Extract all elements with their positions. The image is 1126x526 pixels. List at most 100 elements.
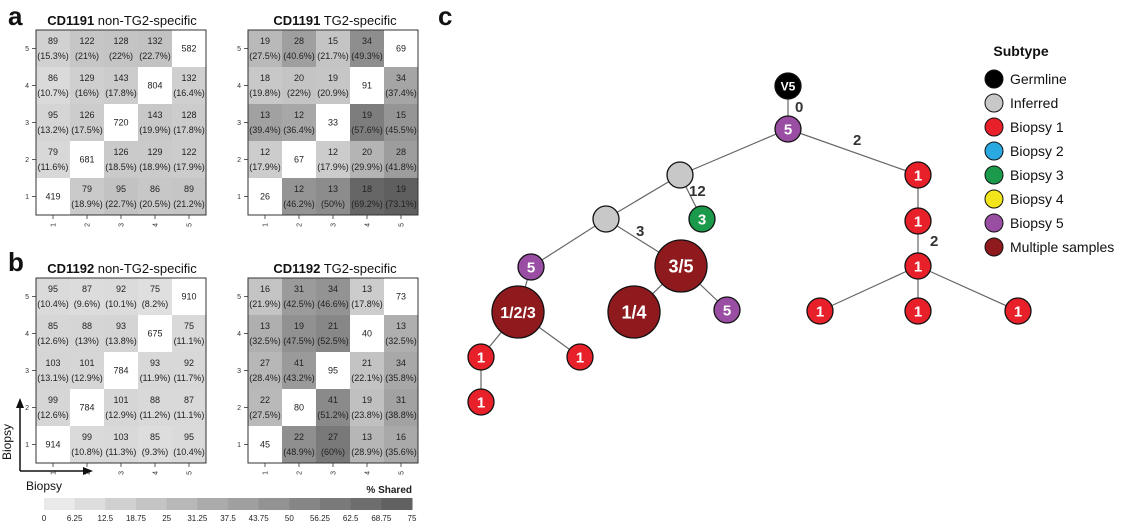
tree-node-label: V5 — [781, 79, 796, 93]
heatmap-cell-percent: (21%) — [75, 51, 99, 61]
tree-node-label: 1 — [816, 303, 824, 320]
heatmap-cell — [350, 104, 384, 141]
heatmap-cell-count: 13 — [362, 284, 372, 294]
heatmap-cell-percent: (17.9%) — [317, 162, 349, 172]
heatmap-cell — [36, 104, 70, 141]
tree-edge-label: 0 — [795, 99, 803, 116]
y-tick-label: 1 — [25, 194, 29, 201]
heatmap-cell-percent: (10.8%) — [71, 447, 103, 457]
heatmap-cell — [70, 178, 104, 215]
heatmap-cell-percent: (12.9%) — [71, 373, 103, 383]
heatmap-cell-percent: (23.8%) — [351, 410, 383, 420]
heatmap-cell — [316, 178, 350, 215]
x-tick-label: 3 — [331, 471, 338, 475]
heatmap-cell — [282, 278, 316, 315]
x-tick-label: 2 — [85, 223, 92, 227]
heatmap-cell — [282, 352, 316, 389]
heatmap-cell — [350, 426, 384, 463]
heatmap-cell-percent: (51.2%) — [317, 410, 349, 420]
heatmap-cell — [350, 352, 384, 389]
heatmap-cell-count: 41 — [294, 358, 304, 368]
tree-nodes: V5 5 3 5 3/5 1/2/3 1/4 5 1 1 1 1 1 1 1 1 1 — [467, 72, 1032, 416]
colorbar-tick-label: 56.25 — [310, 514, 331, 523]
heatmap-cell-count: 28 — [294, 36, 304, 46]
heatmap-cell-count: 122 — [181, 147, 196, 157]
heatmap-cell-count: 27 — [328, 432, 338, 442]
heatmap-cell-count: 89 — [184, 184, 194, 194]
heatmap-cell-percent: (46.6%) — [317, 299, 349, 309]
heatmap-cell-count: 784 — [113, 366, 128, 376]
heatmap-cell — [70, 389, 104, 426]
heatmap-cell-percent: (12.6%) — [37, 336, 69, 346]
heatmap-cell — [282, 104, 316, 141]
y-tick-label: 4 — [25, 331, 29, 338]
heatmap-cell-count: 95 — [48, 110, 58, 120]
heatmap-cell-count: 69 — [396, 44, 406, 54]
heatmap-cell-count: 681 — [79, 155, 94, 165]
heatmap-cell-count: 13 — [362, 432, 372, 442]
heatmap-cell-count: 80 — [294, 403, 304, 413]
heatmap-cell — [70, 104, 104, 141]
tree-node — [607, 285, 661, 339]
y-tick-label: 4 — [237, 331, 241, 338]
heatmap-cell-percent: (42.5%) — [283, 299, 315, 309]
heatmap-cell — [36, 426, 70, 463]
heatmap-title-cd1191-tg2: CD1191 TG2-specific — [273, 13, 397, 28]
x-tick-label: 5 — [399, 223, 406, 227]
legend-swatch — [984, 141, 1004, 161]
heatmap-cd1191-tg2: 19(27.5%)28(40.6%)15(21.7%)34(49.3%)6918… — [237, 29, 419, 227]
heatmap-cell-count: 28 — [396, 147, 406, 157]
heatmap-cell-count: 132 — [181, 73, 196, 83]
heatmap-cell-count: 79 — [48, 147, 58, 157]
heatmap-cell-count: 19 — [362, 395, 372, 405]
heatmap-cell-count: 16 — [260, 284, 270, 294]
heatmap-cell — [282, 178, 316, 215]
heatmap-cell — [172, 178, 206, 215]
tree-node-label: 1 — [1014, 303, 1022, 320]
tree-node-label: 1/4 — [621, 302, 646, 322]
tree-node — [654, 239, 708, 293]
heatmap-cell — [350, 315, 384, 352]
heatmap-cell-count: 103 — [113, 432, 128, 442]
y-tick-label: 2 — [237, 157, 241, 164]
colorbar-swatch — [44, 498, 76, 510]
heatmap-cell-count: 45 — [260, 440, 270, 450]
heatmap-cell — [70, 315, 104, 352]
heatmap-cell — [248, 141, 282, 178]
heatmap-cell-percent: (22.1%) — [351, 373, 383, 383]
heatmap-cell-percent: (48.9%) — [283, 447, 315, 457]
heatmap-cell-percent: (13%) — [75, 336, 99, 346]
heatmap-cell-percent: (18.9%) — [139, 162, 171, 172]
heatmap-title-cd1192-tg2: CD1192 TG2-specific — [273, 261, 397, 276]
heatmap-cell-count: 93 — [116, 321, 126, 331]
heatmap-cell-count: 31 — [294, 284, 304, 294]
heatmap-cell — [248, 315, 282, 352]
heatmap-cell-count: 12 — [294, 184, 304, 194]
heatmap-cell-count: 34 — [396, 73, 406, 83]
heatmap-cell-count: 22 — [294, 432, 304, 442]
heatmap-cell-count: 13 — [260, 321, 270, 331]
y-tick-label: 3 — [237, 368, 241, 375]
legend-swatch — [984, 93, 1004, 113]
heatmap-cell-percent: (11.3%) — [106, 447, 137, 457]
heatmap-cell — [248, 178, 282, 215]
y-tick-label: 1 — [25, 442, 29, 449]
colorbar-swatch — [350, 498, 382, 510]
colorbar-swatch — [381, 498, 413, 510]
tree-edges: 0 2 12 3 2 — [480, 86, 1019, 402]
heatmap-cell-count: 99 — [82, 432, 92, 442]
heatmap-cell-percent: (16%) — [75, 88, 99, 98]
heatmap-cell — [104, 315, 138, 352]
tree-node — [566, 343, 594, 371]
heatmap-cell-percent: (60%) — [321, 447, 345, 457]
heatmap-cell-count: 18 — [260, 73, 270, 83]
tree-node-label: 1 — [914, 167, 922, 184]
heatmap-cell-percent: (38.8%) — [385, 410, 417, 420]
colorbar-tick-label: 68.75 — [371, 514, 392, 523]
heatmap-cell — [70, 426, 104, 463]
colorbar-tick-label: 12.5 — [98, 514, 114, 523]
tree-edge-label: 12 — [689, 183, 706, 200]
tree-node — [904, 161, 932, 189]
heatmap-cell-count: 85 — [150, 432, 160, 442]
heatmap-cell — [104, 352, 138, 389]
